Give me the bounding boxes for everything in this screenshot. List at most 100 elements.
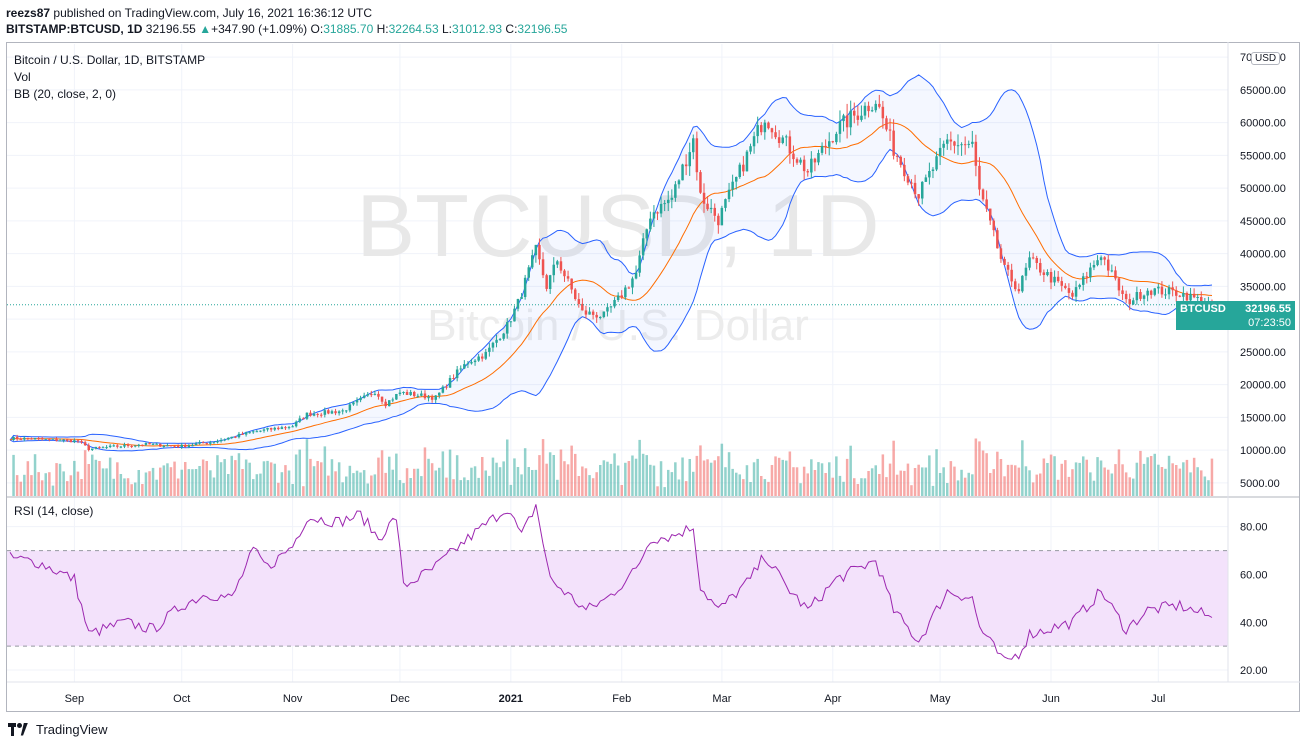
candle-body: [80, 441, 83, 443]
volume-bar: [810, 459, 813, 496]
volume-bar: [348, 465, 352, 496]
candle-body: [473, 360, 477, 363]
volume-bar: [706, 459, 709, 496]
bb-lower-line: [9, 148, 1213, 452]
volume-bar: [58, 463, 62, 496]
volume-bar: [187, 469, 191, 496]
volume-bar: [1031, 482, 1035, 496]
price-tick-label: 65000.00: [1240, 85, 1286, 97]
volume-bar: [1017, 467, 1021, 496]
candle-body: [702, 192, 706, 204]
price-tick-label: 50000.00: [1240, 183, 1286, 195]
candle-body: [1149, 290, 1153, 295]
candle-body: [1128, 299, 1131, 305]
candle-body: [116, 445, 119, 447]
volume-bar: [520, 474, 523, 496]
watermark-name: Bitcoin / U.S. Dollar: [427, 301, 808, 350]
high-value: 32264.53: [388, 22, 439, 36]
volume-bar: [785, 460, 788, 496]
volume-bar: [269, 462, 273, 496]
candle-body: [62, 439, 65, 441]
volume-bar: [692, 471, 695, 496]
candle-body: [352, 402, 355, 405]
volume-bar: [473, 466, 477, 496]
candle-body: [620, 295, 623, 298]
candle-body: [735, 177, 738, 182]
time-tick-label: Apr: [824, 693, 841, 705]
volume-bar: [709, 462, 713, 496]
candle-body: [498, 338, 502, 340]
volume-bar: [1099, 460, 1103, 496]
volume-bar: [409, 478, 412, 496]
candle-body: [1117, 278, 1121, 291]
open-label: O:: [310, 22, 324, 36]
volume-bar: [209, 470, 212, 496]
candle-body: [570, 278, 573, 290]
price-label-value: 32196.55: [1245, 303, 1291, 315]
volume-bar: [169, 467, 173, 496]
candle-body: [681, 164, 684, 181]
volume-bar: [620, 485, 623, 496]
volume-bar: [853, 478, 856, 496]
candle-body: [1024, 267, 1028, 276]
candle-body: [420, 393, 423, 396]
volume-bar: [713, 460, 716, 496]
candle-body: [1092, 265, 1096, 268]
volume-bar: [73, 460, 76, 496]
volume-bar: [903, 470, 906, 496]
volume-bar: [116, 462, 119, 496]
candle-body: [506, 322, 509, 334]
candle-body: [277, 427, 280, 430]
candle-body: [563, 270, 566, 277]
volume-bar: [595, 472, 598, 496]
candle-body: [1142, 295, 1146, 299]
candle-body: [627, 287, 631, 289]
candle-body: [649, 218, 652, 230]
candle-body: [638, 255, 641, 273]
volume-bar: [1157, 464, 1160, 496]
candle-body: [824, 145, 827, 147]
candle-body: [656, 212, 659, 214]
price-tick-label: 20000.00: [1240, 380, 1286, 392]
time-tick-label: 2021: [499, 693, 523, 705]
volume-bar: [735, 472, 738, 496]
candle-body: [924, 177, 928, 182]
volume-bar: [1121, 464, 1124, 496]
volume-bar: [80, 479, 83, 496]
candle-body: [917, 194, 920, 199]
candle-body: [1135, 292, 1139, 301]
volume-bar: [667, 469, 670, 496]
volume-bar: [523, 448, 527, 496]
candle-body: [83, 442, 87, 446]
currency-button[interactable]: USD: [1251, 52, 1281, 65]
tradingview-footer[interactable]: TradingView: [8, 722, 108, 737]
candle-body: [294, 421, 298, 427]
rsi-line: [9, 504, 1213, 660]
volume-bar: [817, 462, 820, 496]
volume-bar: [645, 455, 648, 496]
volume-bar: [48, 472, 51, 496]
price-tick-label: 35000.00: [1240, 281, 1286, 293]
volume-bar: [94, 459, 98, 496]
candle-body: [785, 136, 788, 138]
volume-bar: [574, 453, 577, 496]
volume-bar: [684, 481, 688, 496]
volume-bar: [688, 459, 691, 496]
volume-bar: [201, 459, 205, 496]
chart-frame: [6, 42, 1300, 712]
candle-body: [219, 440, 223, 442]
candle-body: [201, 442, 205, 444]
volume-bar: [921, 467, 924, 496]
candle-body: [609, 306, 613, 308]
candle-body: [1056, 276, 1060, 282]
candle-body: [1153, 288, 1156, 295]
volume-bar: [377, 457, 380, 496]
candle-body: [1146, 290, 1149, 296]
candle-body: [1035, 258, 1038, 263]
candle-body: [763, 122, 767, 133]
symbol-label: BITSTAMP:BTCUSD, 1D: [6, 22, 143, 36]
candle-body: [19, 439, 22, 441]
volume-bar: [946, 483, 949, 496]
volume-bar: [566, 464, 570, 496]
